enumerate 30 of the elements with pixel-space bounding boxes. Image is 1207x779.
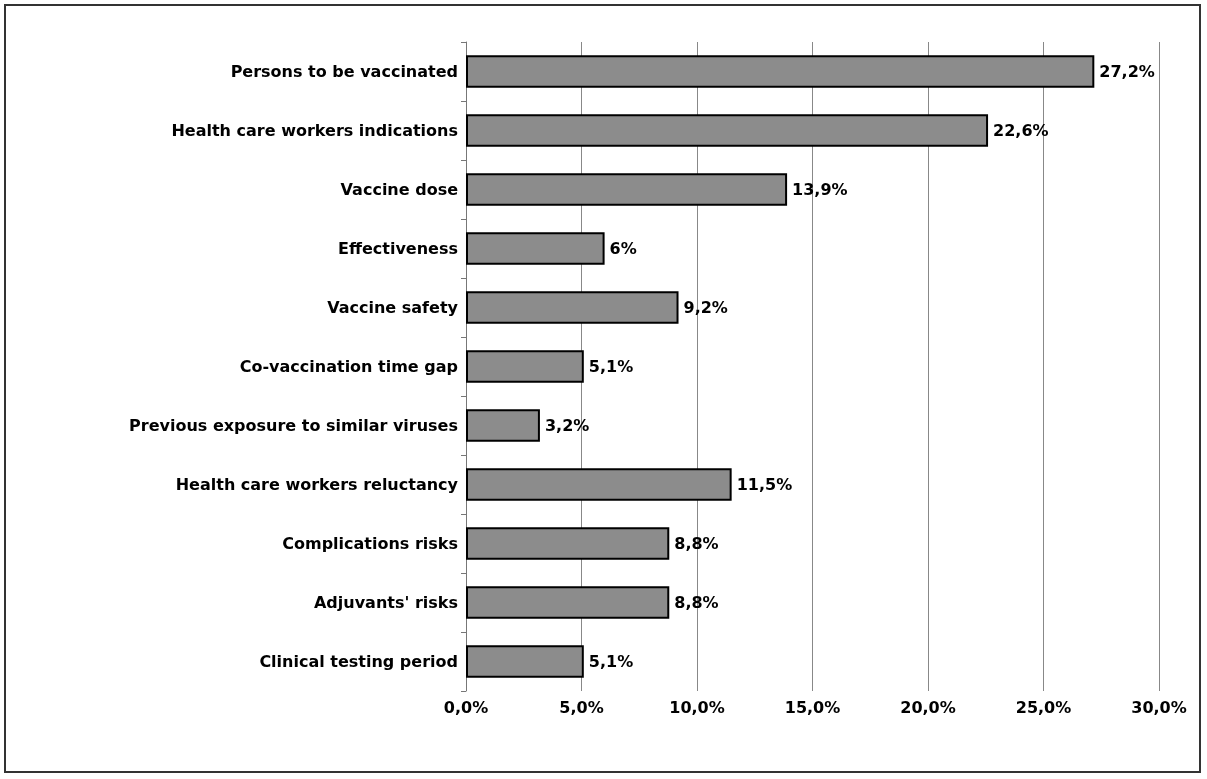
x-tick-label: 15,0% [784, 697, 841, 717]
data-label: 5,1% [588, 357, 634, 376]
data-label: 9,2% [683, 298, 728, 317]
x-tick-label: 25,0% [1015, 697, 1072, 717]
data-label: 13,9% [792, 180, 848, 199]
y-tick-label: Vaccine safety [327, 298, 459, 317]
data-label: 8,8% [674, 534, 719, 553]
y-tick-label: Previous exposure to similar viruses [129, 416, 458, 435]
y-tick-label: Co-vaccination time gap [239, 357, 458, 376]
data-label: 11,5% [736, 475, 793, 494]
x-tick-label: 5,0% [559, 697, 604, 717]
data-label: 8,8% [674, 593, 719, 612]
x-tick-label: 20,0% [900, 697, 956, 717]
y-tick-label: Complications risks [282, 534, 458, 553]
data-label: 3,2% [544, 416, 590, 435]
y-tick-label: Vaccine dose [340, 180, 459, 199]
y-tick-label: Effectiveness [338, 239, 458, 258]
x-tick-label: 10,0% [669, 697, 725, 717]
data-label: 22,6% [993, 121, 1049, 140]
y-tick-label: Clinical testing period [259, 652, 458, 671]
y-tick-label: Persons to be vaccinated [230, 62, 458, 81]
data-label: 27,2% [1099, 62, 1155, 81]
bar [466, 409, 540, 442]
y-tick-label: Health care workers indications [171, 121, 458, 140]
x-tick-label: 30,0% [1131, 697, 1187, 717]
data-label: 5,1% [588, 652, 634, 671]
y-tick-label: Adjuvants' risks [313, 593, 458, 612]
data-label: 6% [609, 239, 637, 258]
x-tick-label: 0,0% [443, 697, 489, 717]
y-tick-label: Health care workers reluctancy [175, 475, 459, 494]
